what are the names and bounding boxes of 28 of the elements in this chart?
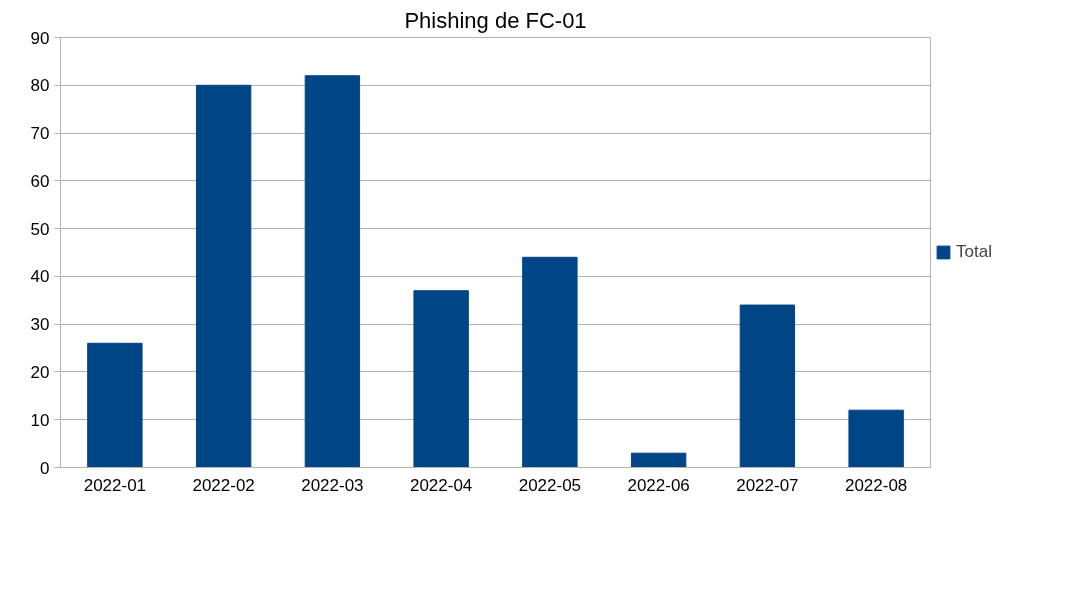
y-tick-label: 80 bbox=[30, 76, 50, 96]
y-tick-label: 90 bbox=[30, 28, 50, 48]
x-tick-label: 2022-08 bbox=[844, 475, 908, 495]
x-tick-label: 2022-05 bbox=[518, 475, 582, 495]
x-tick-label: 2022-02 bbox=[192, 475, 255, 495]
y-tick-label: 70 bbox=[30, 124, 50, 144]
legend-label: Total bbox=[956, 242, 992, 262]
y-tick-label: 50 bbox=[30, 219, 50, 239]
bar bbox=[739, 304, 796, 468]
x-tick-label: 2022-06 bbox=[627, 475, 690, 495]
bar bbox=[304, 75, 361, 468]
bar bbox=[87, 342, 143, 468]
bar bbox=[630, 452, 687, 468]
x-tick-label: 2022-04 bbox=[409, 475, 473, 495]
x-tick-label: 2022-03 bbox=[301, 475, 364, 495]
bar bbox=[848, 409, 904, 468]
chart-title: Phishing de FC-01 bbox=[404, 7, 587, 33]
y-tick-label: 0 bbox=[40, 458, 50, 478]
y-tick-label: 30 bbox=[30, 315, 50, 335]
bar bbox=[195, 84, 252, 468]
y-tick-label: 20 bbox=[30, 362, 50, 382]
bar bbox=[522, 256, 578, 468]
x-tick-label: 2022-07 bbox=[736, 475, 799, 495]
y-tick-label: 40 bbox=[30, 267, 50, 287]
y-tick-label: 10 bbox=[30, 410, 50, 430]
bar bbox=[413, 290, 469, 468]
y-tick-label: 60 bbox=[30, 171, 50, 191]
x-tick-label: 2022-01 bbox=[83, 475, 147, 495]
